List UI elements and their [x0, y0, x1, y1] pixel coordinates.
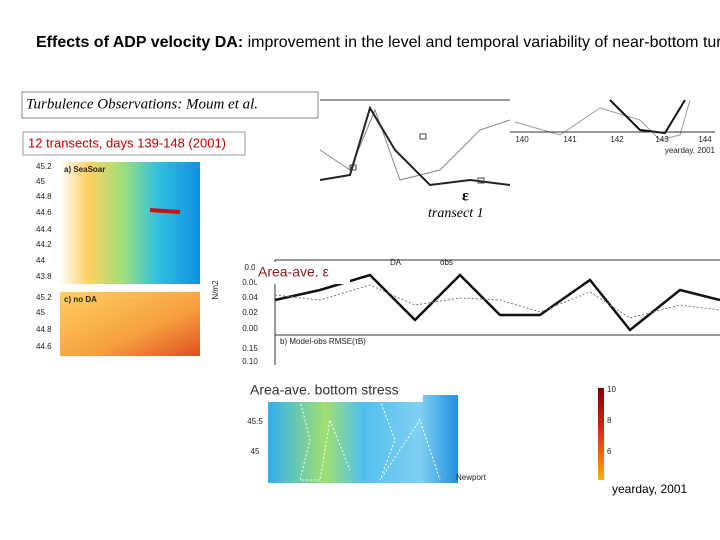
y-tick-label: 44.8: [36, 192, 52, 201]
y-tick-label: 0.10: [242, 357, 258, 366]
place-label: Newport: [456, 473, 487, 482]
y-tick-label: 45: [36, 308, 45, 317]
timeseries-fragment: 140 141 142 143 144 yearday, 2001: [319, 97, 720, 192]
map-fragment: a) SeaSoar c) no DA 45.2 45 44.8 44.6 44…: [30, 158, 205, 360]
y-tick-label: 45.2: [36, 162, 52, 171]
y-tick-label: 0.06: [242, 278, 258, 287]
y-tick-label: 0.02: [242, 308, 258, 317]
x-tick-label: 144: [698, 135, 712, 144]
area-eps-label: Area-ave. ε: [258, 264, 329, 280]
area-stress-box: [247, 380, 423, 402]
transect-label: transect 1: [428, 206, 484, 221]
y-tick-label: 0.15: [242, 344, 258, 353]
x-tick-label: 141: [563, 135, 577, 144]
y-tick-label: 44.4: [36, 225, 52, 234]
observations-label: Turbulence Observations: Moum et al.: [26, 96, 258, 112]
panel-label: b) Model-obs RMSE(τB): [280, 337, 366, 346]
y-tick-label: 43.8: [36, 272, 52, 281]
y-tick-label: 45.5: [247, 417, 263, 426]
area-stress-label: Area-ave. bottom stress: [250, 382, 399, 398]
y-tick-label: 0.04: [242, 293, 258, 302]
y-tick-label: 45: [36, 177, 45, 186]
y-tick-label: 44: [36, 256, 45, 265]
x-tick-label: 140: [515, 135, 529, 144]
y-axis-label: N/m2: [211, 280, 220, 300]
x-axis-label: yearday, 2001: [665, 146, 716, 155]
area-eps-box: [255, 262, 350, 284]
observations-box: [21, 91, 319, 119]
transects-box: [22, 131, 246, 156]
title: Effects of ADP velocity DA: improvement …: [36, 34, 720, 51]
transects-label: 12 transects, days 139-148 (2001): [28, 135, 226, 150]
y-tick-label: 44.6: [36, 208, 52, 217]
y-tick-label: 44.2: [36, 240, 52, 249]
panel-label: a) SeaSoar: [64, 165, 105, 174]
epsilon-label: ε: [462, 188, 469, 205]
panel-label: c) no DA: [64, 295, 97, 304]
y-tick-label: 45.2: [36, 293, 52, 302]
y-tick-label: 44.6: [36, 342, 52, 351]
legend-label: DA: [390, 258, 402, 267]
y-tick-label: 0.0: [244, 263, 256, 272]
x-tick-label: 143: [655, 135, 669, 144]
y-tick-label: 45: [251, 447, 260, 456]
y-tick-label: 44.8: [36, 325, 52, 334]
colorbar-label: 6: [607, 447, 612, 456]
x-tick-label: 142: [610, 135, 624, 144]
legend-label: obs: [440, 258, 453, 267]
colorbar-label: 10: [607, 385, 616, 394]
yearday-label: yearday, 2001: [612, 482, 687, 496]
y-tick-label: 0.00: [242, 324, 258, 333]
colorbar-label: 8: [607, 416, 612, 425]
